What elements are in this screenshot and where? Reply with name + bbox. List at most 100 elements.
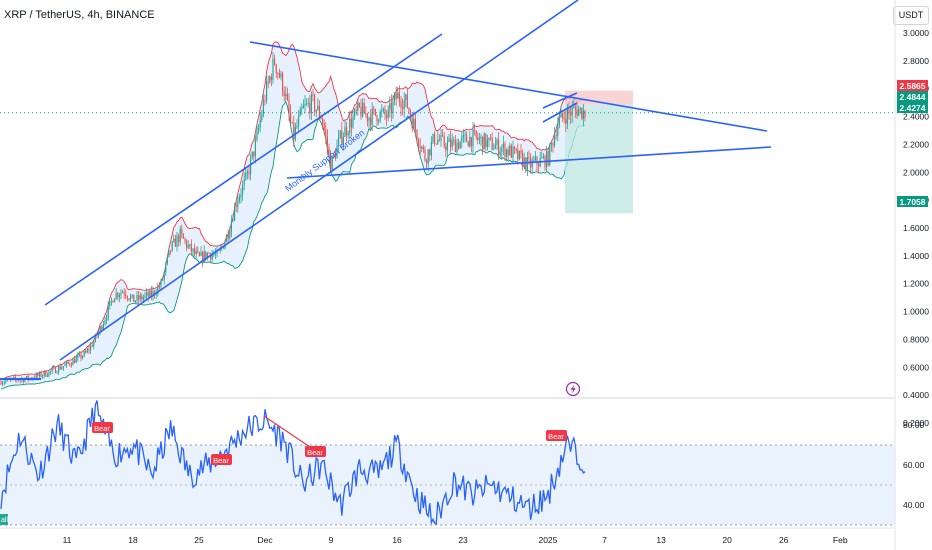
candle-body <box>273 58 276 65</box>
candle-body <box>325 129 327 137</box>
bull-divergence-badge <box>0 514 8 525</box>
candle-body <box>315 109 317 112</box>
price-tick-label: 2.0000 <box>903 167 929 177</box>
candle-body <box>429 149 431 156</box>
candle-body <box>157 286 159 294</box>
bear-divergence-badge <box>305 446 326 457</box>
candle-body <box>365 113 367 115</box>
candle-body <box>241 184 244 195</box>
bear-divergence-label: Bear <box>307 448 323 457</box>
time-tick-label: 11 <box>63 535 72 545</box>
candle-body <box>93 341 95 347</box>
candle-body <box>65 361 68 365</box>
candle-body <box>318 105 320 117</box>
candle-body <box>200 252 202 256</box>
candle-body <box>403 100 405 109</box>
candle-body <box>413 118 415 129</box>
candle-body <box>382 108 384 111</box>
candle-body <box>360 106 362 117</box>
candle-body <box>133 294 135 303</box>
time-tick-label: 16 <box>392 535 402 545</box>
candle-body <box>368 117 370 121</box>
rsi-band <box>0 444 895 526</box>
candle-body <box>424 149 426 161</box>
wedge-upper-line <box>542 92 578 109</box>
candle-body <box>321 118 324 124</box>
candle-body <box>64 364 66 367</box>
candle-body <box>486 140 488 148</box>
candle-body <box>13 377 15 379</box>
candle-body <box>105 317 108 321</box>
candle-body <box>198 252 200 256</box>
candle-body <box>390 103 392 114</box>
candle-body <box>472 129 474 147</box>
candle-body <box>243 178 245 185</box>
candle-body <box>208 252 210 254</box>
candle-body <box>574 107 576 110</box>
candle-body <box>310 94 312 114</box>
candle-body <box>555 135 557 137</box>
stop-loss-zone <box>565 90 633 105</box>
price-tick-label: 1.0000 <box>903 307 929 317</box>
candle-body <box>397 92 399 99</box>
candle-body <box>59 366 61 370</box>
candle-body <box>373 108 375 110</box>
candle-body <box>465 134 468 142</box>
currency-button[interactable]: USDT <box>893 6 929 25</box>
candle-body <box>422 146 424 150</box>
candle-body <box>214 253 216 255</box>
candle-body <box>213 254 215 256</box>
candle-body <box>517 149 519 160</box>
candle-body <box>417 139 420 147</box>
candle-body <box>438 139 440 141</box>
candle-body <box>232 220 234 222</box>
candle-body <box>51 368 53 372</box>
candle-body <box>497 139 500 155</box>
candle-body <box>485 133 487 148</box>
candle-body <box>101 326 103 330</box>
candle-body <box>384 108 386 115</box>
candle-body <box>261 114 263 121</box>
candle-body <box>46 375 48 377</box>
candle-body <box>285 93 287 97</box>
bull-divergence-label: all <box>1 517 8 524</box>
candle-body <box>501 148 503 152</box>
candle-body <box>550 143 552 144</box>
candle-body <box>337 137 340 146</box>
candle-body <box>168 250 170 257</box>
candle-body <box>542 156 544 158</box>
candle-body <box>85 351 87 353</box>
candle-body <box>291 121 293 124</box>
price-tick-label: 0.4000 <box>903 390 929 400</box>
candle-body <box>53 367 55 369</box>
candle-body <box>518 150 520 160</box>
candle-body <box>496 139 498 145</box>
candle-body <box>395 93 397 99</box>
candle-body <box>80 353 82 359</box>
candle-body <box>99 326 101 332</box>
candle-body <box>430 141 432 156</box>
time-tick-label: 13 <box>656 535 666 545</box>
candle-body <box>129 296 132 300</box>
candle-body <box>139 295 141 300</box>
candle-body <box>584 110 586 118</box>
lower-band-line <box>0 100 586 390</box>
candle-body <box>406 94 408 108</box>
time-tick-label: 23 <box>458 535 468 545</box>
candle-body <box>437 139 439 144</box>
candle-body <box>411 117 413 129</box>
candle-body <box>581 107 583 119</box>
candle-body <box>339 130 341 138</box>
candle-body <box>272 58 274 80</box>
price-tick-label: 1.2000 <box>903 279 929 289</box>
candle-body <box>467 141 469 147</box>
candle-body <box>152 291 154 297</box>
candle-body <box>145 292 148 296</box>
candle-body <box>507 149 509 155</box>
candle-body <box>579 107 581 110</box>
candle-body <box>69 363 71 365</box>
candle-body <box>552 143 554 146</box>
candle-body <box>376 115 378 122</box>
candle-body <box>230 221 232 232</box>
